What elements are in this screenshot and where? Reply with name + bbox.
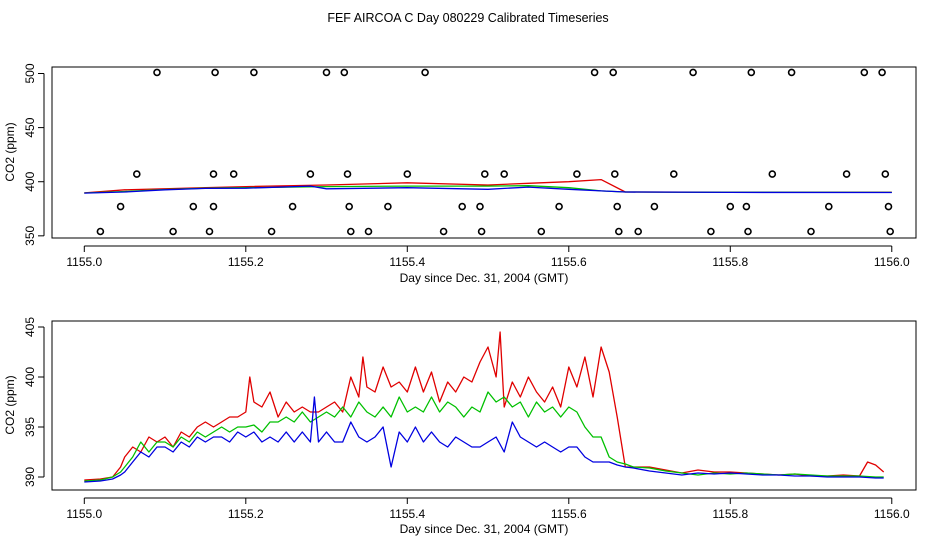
scatter-point [209, 170, 218, 178]
y-tick-label: 500 [23, 63, 37, 83]
scatter-point [480, 170, 489, 178]
y-axis: 350 400 450 500 CO2 (ppm) [3, 63, 45, 246]
scatter-point [346, 227, 355, 236]
scatter-point [878, 68, 886, 77]
x-axis: 1155.0 1155.2 1155.4 1155.6 1155.8 1156.0 Day … [66, 245, 910, 285]
scatter-point [96, 227, 105, 236]
x-tick-label: 1155.6 [551, 255, 587, 269]
scatter-point [189, 202, 198, 211]
scatter-point [267, 227, 276, 236]
scatter-point [726, 202, 735, 211]
figure-title: FEF AIRCOA C Day 080229 Calibrated Times… [327, 11, 608, 25]
scatter-point [609, 68, 618, 77]
series-line-red [84, 178, 892, 194]
scatter-point [211, 68, 219, 77]
scatter-point [500, 170, 509, 178]
scatter-point [229, 170, 238, 178]
scatter-point [169, 227, 177, 236]
bottom-panel: 1155.0 1155.2 1155.4 1155.6 1155.8 1156.0 Day … [3, 317, 917, 536]
scatter-point [842, 170, 851, 178]
scatter-point [634, 227, 643, 236]
scatter-point [742, 202, 751, 211]
x-axis-label: Day since Dec. 31, 2004 (GMT) [400, 271, 569, 285]
scatter-point [610, 170, 619, 178]
scatter-point [824, 202, 833, 211]
data-area [84, 178, 892, 194]
scatter-point [476, 202, 484, 211]
scatter-point [306, 170, 315, 178]
x-tick-label: 1155.2 [228, 255, 264, 269]
scatter-point [669, 170, 678, 178]
y-tick-label: 400 [23, 367, 37, 387]
scatter-point [573, 170, 581, 178]
scatter-point [116, 202, 125, 211]
x-axis-label: Day since Dec. 31, 2004 (GMT) [400, 522, 569, 536]
scatter-point [364, 227, 373, 236]
plot-frame [51, 66, 917, 239]
scatter-point [340, 68, 349, 77]
scatter-point [689, 68, 697, 77]
scatter-point [250, 68, 258, 77]
scatter-point [707, 227, 715, 236]
series-line-red [84, 331, 885, 481]
scatter-point [439, 227, 448, 236]
scatter-point [421, 68, 429, 77]
x-tick-label: 1155.0 [66, 255, 102, 269]
scatter-point [555, 202, 563, 211]
x-tick-label: 1155.4 [389, 507, 425, 521]
x-tick-label: 1155.8 [712, 255, 748, 269]
y-tick-label: 450 [23, 117, 37, 137]
scatter-point [884, 202, 893, 211]
y-axis-label: CO2 (ppm) [3, 375, 17, 434]
scatter-point [322, 68, 331, 77]
scatter-point [153, 68, 161, 77]
scatter-point [345, 202, 354, 211]
y-tick-label: 405 [23, 317, 37, 337]
y-axis-label: CO2 (ppm) [3, 122, 17, 181]
scatter-point [458, 202, 467, 211]
scatter-point [590, 68, 599, 77]
scatter-point [384, 202, 392, 211]
x-tick-label: 1156.0 [874, 507, 910, 521]
scatter-point [860, 68, 869, 77]
scatter-point [881, 170, 890, 178]
scatter-point [614, 227, 623, 236]
scatter-point [133, 170, 141, 178]
plot-frame [51, 320, 917, 491]
x-tick-label: 1155.8 [712, 507, 748, 521]
y-tick-label: 395 [23, 417, 37, 437]
scatter-point [613, 202, 622, 211]
x-tick-label: 1156.0 [874, 255, 910, 269]
scatter-point [343, 170, 352, 178]
scatter-point [650, 202, 659, 211]
scatter-point [288, 202, 297, 211]
scatter-point [403, 170, 412, 178]
scatter-point [209, 202, 218, 211]
scatter-point [807, 227, 815, 236]
scatter-point [886, 227, 895, 236]
x-tick-label: 1155.0 [66, 507, 102, 521]
y-tick-label: 390 [23, 467, 37, 487]
scatter-points [96, 68, 895, 236]
y-tick-label: 400 [23, 171, 37, 191]
top-panel: 1155.0 1155.2 1155.4 1155.6 1155.8 1156.0 Day … [3, 63, 917, 285]
y-tick-label: 350 [23, 226, 37, 246]
scatter-point [205, 227, 214, 236]
data-area [84, 331, 885, 483]
y-axis: 390 395 400 405 CO2 (ppm) [3, 317, 45, 487]
x-axis: 1155.0 1155.2 1155.4 1155.6 1155.8 1156.0 Day … [66, 497, 910, 536]
scatter-point [477, 227, 486, 236]
scatter-point [747, 68, 756, 77]
x-tick-label: 1155.6 [551, 507, 587, 521]
series-line-blue [84, 396, 884, 483]
scatter-point [744, 227, 752, 236]
scatter-point [768, 170, 777, 178]
scatter-point [537, 227, 546, 236]
scatter-point [787, 68, 796, 77]
series-line-blue [84, 185, 892, 194]
x-tick-label: 1155.2 [228, 507, 264, 521]
x-tick-label: 1155.4 [389, 255, 425, 269]
series-line-green [84, 391, 884, 482]
